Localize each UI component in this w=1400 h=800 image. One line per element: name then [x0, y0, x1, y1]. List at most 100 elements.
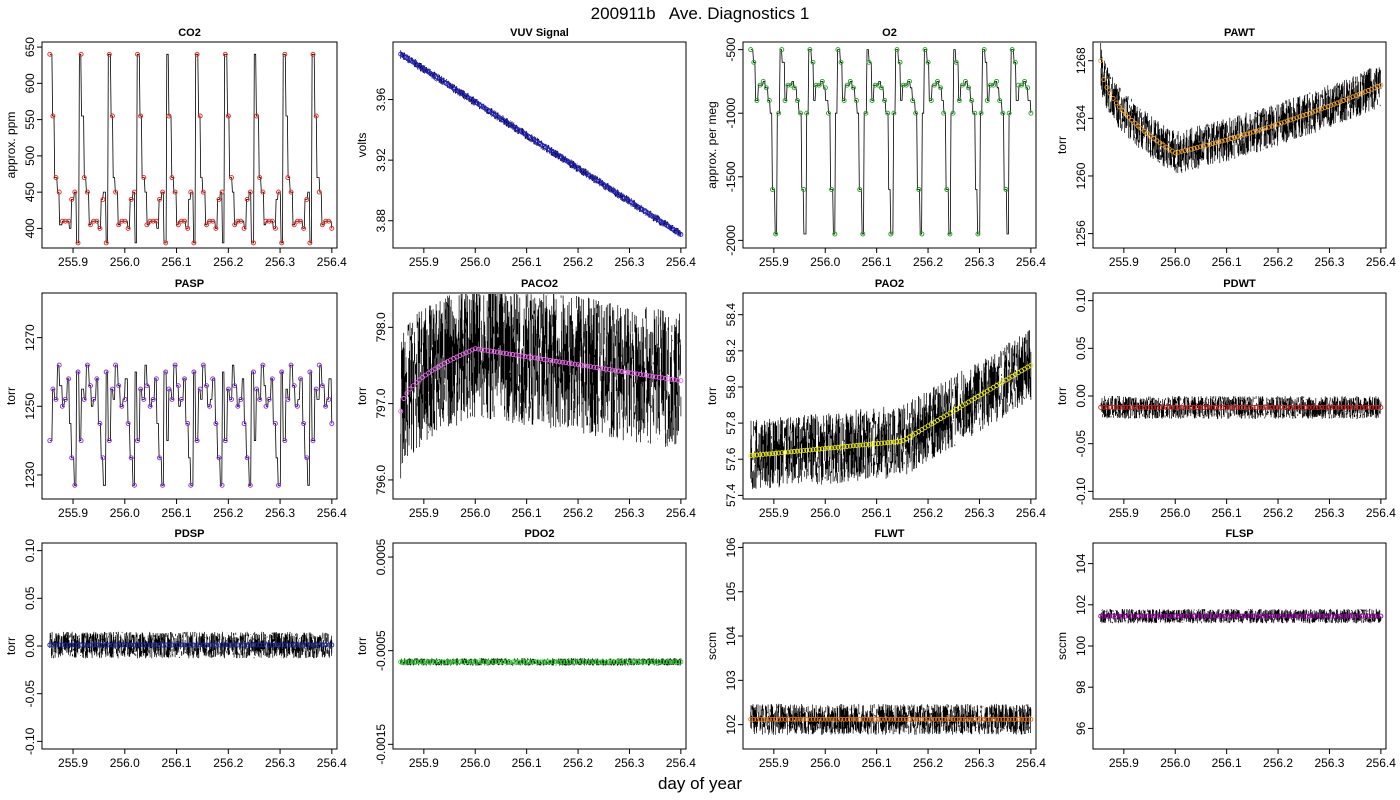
data-point — [829, 716, 835, 722]
data-point — [285, 396, 291, 402]
data-point — [776, 110, 782, 116]
panel-o2: O2 approx. per meg -2000 -1500 -1000 -500 255.… — [705, 27, 1046, 269]
data-point — [448, 659, 453, 665]
data-point — [557, 359, 562, 365]
x-tick-label: 256.2 — [1263, 255, 1293, 269]
x-tick-label: 256.4 — [317, 506, 347, 520]
data-point — [106, 438, 112, 444]
data-point — [953, 716, 959, 722]
y-tick-label: 1264 — [1074, 105, 1088, 132]
data-point — [1275, 121, 1281, 127]
data-point — [882, 440, 888, 446]
data-point — [903, 716, 909, 722]
data-point — [935, 78, 940, 84]
data-point — [131, 189, 137, 195]
data-point — [247, 482, 253, 488]
data-point — [1006, 110, 1012, 116]
data-point — [1297, 114, 1303, 120]
data-point — [56, 362, 62, 368]
x-tick-label: 256.4 — [1366, 756, 1396, 770]
data-point — [919, 231, 925, 237]
data-point — [779, 47, 785, 53]
data-point — [1141, 613, 1147, 619]
data-point — [878, 716, 884, 722]
data-point — [294, 642, 300, 648]
y-tick-label: -0.05 — [1074, 430, 1088, 458]
y-tick-label: 0.00 — [1074, 384, 1088, 408]
data-point — [1257, 613, 1262, 619]
data-point — [1219, 138, 1225, 144]
data-point — [463, 659, 469, 665]
x-tick-label: 256.1 — [512, 255, 542, 269]
y-tick-label: 106 — [724, 537, 738, 557]
y-tick-label: 102 — [1074, 594, 1088, 614]
panel-pasp: PASP torr 1230 1250 1270 255.9 256.0 256.1 256.2… — [4, 278, 347, 520]
y-tick-label: 0.05 — [1074, 336, 1088, 360]
data-point — [1303, 613, 1309, 619]
data-point — [897, 716, 903, 722]
data-point — [1313, 108, 1318, 114]
data-point — [1362, 613, 1368, 619]
data-point — [272, 642, 278, 648]
data-point — [225, 386, 231, 392]
data-point — [269, 376, 275, 382]
data-point — [894, 716, 900, 722]
data-point — [47, 438, 53, 444]
data-point — [53, 396, 59, 402]
data-point — [885, 110, 891, 116]
data-point — [213, 642, 219, 648]
data-point — [72, 642, 78, 648]
raw-trace — [1100, 396, 1382, 419]
data-point — [838, 444, 844, 450]
data-point — [760, 716, 766, 722]
y-tick-label: 797.0 — [374, 388, 388, 418]
data-point — [885, 716, 891, 722]
x-tick-label: 256.4 — [1016, 756, 1046, 770]
y-tick-label: 104 — [1074, 553, 1088, 573]
data-point — [166, 386, 172, 392]
data-point — [760, 78, 766, 84]
data-point — [1325, 613, 1331, 619]
data-point — [329, 421, 335, 426]
data-point — [1151, 404, 1157, 410]
data-point — [1244, 404, 1250, 410]
data-point — [1359, 404, 1365, 410]
data-point — [959, 82, 965, 88]
data-point — [928, 98, 934, 103]
data-point — [931, 82, 937, 88]
data-point — [751, 716, 757, 722]
x-tick-label: 256.2 — [1263, 756, 1293, 770]
data-point — [854, 443, 859, 448]
data-point — [1104, 404, 1110, 410]
y-axis-label: torr — [4, 387, 18, 405]
data-point — [972, 110, 978, 116]
data-point — [407, 386, 413, 392]
data-point — [94, 642, 100, 648]
data-point — [307, 240, 313, 246]
panel-title: O2 — [882, 27, 897, 39]
x-tick-label: 256.2 — [563, 756, 593, 770]
data-point — [401, 659, 407, 665]
data-point — [147, 403, 153, 409]
data-point — [1375, 613, 1381, 619]
data-point — [241, 421, 247, 426]
data-point — [304, 196, 310, 202]
data-point — [94, 218, 100, 224]
data-point — [207, 218, 213, 224]
x-tick-label: 256.1 — [862, 506, 892, 520]
data-point — [826, 445, 831, 451]
data-point — [62, 218, 68, 224]
data-point — [1188, 404, 1194, 410]
panel-pdo2: PDO2 torr -0.0015 -0.0005 0.0005 255.9 256.0 25… — [355, 528, 696, 770]
y-tick-label: 500 — [23, 146, 37, 166]
x-tick-label: 256.1 — [862, 255, 892, 269]
data-point — [516, 353, 522, 358]
x-tick-label: 256.2 — [913, 255, 943, 269]
data-point — [1116, 404, 1122, 410]
data-point — [1247, 404, 1253, 410]
data-point — [810, 716, 816, 722]
data-point — [1288, 613, 1294, 619]
data-point — [135, 438, 140, 444]
y-axis-label: approx. per meg — [705, 101, 719, 188]
data-point — [513, 352, 519, 358]
